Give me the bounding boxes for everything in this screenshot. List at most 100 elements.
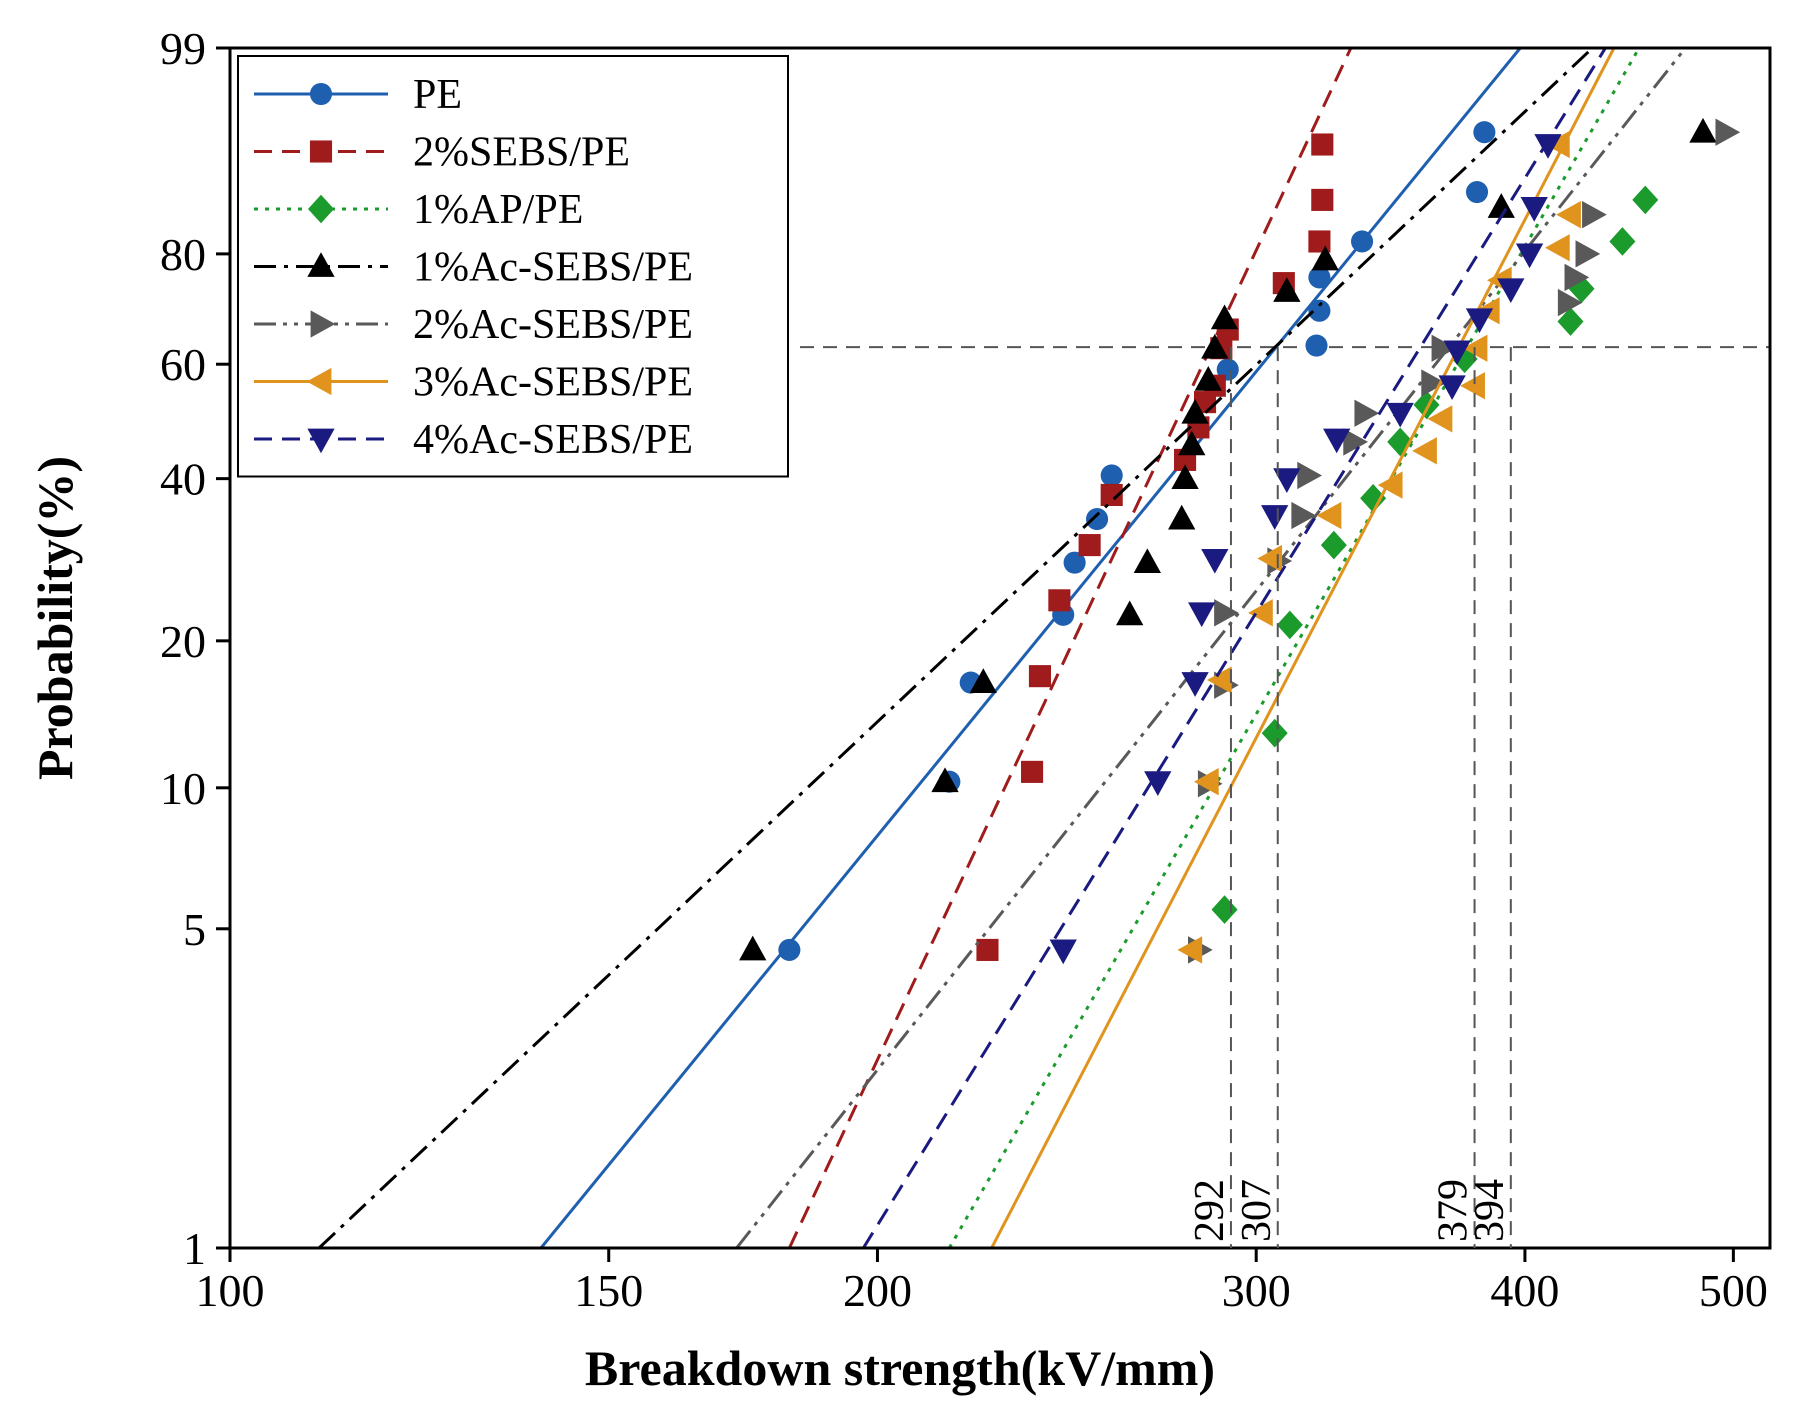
data-point [1438, 375, 1466, 401]
data-point [931, 767, 959, 793]
legend-marker [309, 82, 333, 106]
series-2%SEBS/PE [788, 48, 1353, 1248]
data-point [1421, 369, 1446, 397]
data-point [1351, 230, 1374, 253]
data-point [1305, 334, 1328, 357]
x-tick-label: 400 [1490, 1265, 1559, 1316]
data-point [1308, 299, 1331, 322]
fit-line [788, 48, 1353, 1248]
data-point [1556, 201, 1581, 229]
data-point [1276, 610, 1303, 640]
data-point [1248, 599, 1273, 627]
data-point [1715, 118, 1741, 146]
y-axis-title: Probability(%) [27, 456, 83, 780]
annotation-label: 379 [1431, 1179, 1477, 1242]
data-point [1188, 602, 1216, 628]
fit-line [990, 48, 1616, 1248]
data-point [1144, 771, 1172, 796]
data-point [1343, 428, 1368, 456]
data-point [1261, 505, 1289, 530]
y-tick-label: 1 [183, 1223, 206, 1274]
data-point [1320, 530, 1347, 560]
data-point [1632, 185, 1659, 215]
x-tick-label: 200 [843, 1265, 912, 1316]
data-point [1100, 464, 1123, 487]
data-point [1431, 334, 1457, 362]
data-point [1168, 504, 1196, 530]
data-point [1211, 895, 1238, 924]
data-point [1116, 600, 1144, 626]
x-tick-label: 100 [196, 1265, 265, 1316]
data-point [1427, 405, 1453, 433]
data-point [1048, 589, 1071, 612]
series-layer [317, 48, 1741, 1248]
data-point [1261, 718, 1288, 748]
data-point [1377, 471, 1403, 499]
data-point [1354, 399, 1380, 427]
data-point [1177, 936, 1203, 964]
data-point [1487, 193, 1515, 218]
data-point [1545, 130, 1570, 159]
legend-marker [307, 428, 335, 454]
legend-marker [309, 140, 333, 163]
data-point [1497, 278, 1525, 304]
data-point [1689, 117, 1717, 143]
legend-entry: 4%Ac-SEBS/PE [254, 417, 693, 463]
data-point [1194, 366, 1222, 391]
data-point [1412, 437, 1437, 465]
data-point [1582, 201, 1607, 229]
data-point [1063, 551, 1086, 574]
data-point [1207, 666, 1232, 694]
data-point [739, 935, 767, 961]
annotation-label: 307 [1234, 1179, 1280, 1242]
y-tick-label: 40 [160, 454, 206, 505]
annotation-label: 394 [1467, 1179, 1513, 1242]
data-point [1100, 483, 1123, 507]
legend-label: 4%Ac-SEBS/PE [413, 417, 693, 463]
data-point [1311, 133, 1334, 156]
y-tick-label: 20 [160, 616, 206, 667]
data-point [969, 668, 997, 693]
data-point [1545, 234, 1570, 262]
data-point [1028, 665, 1052, 688]
series-1%Ac-SEBS/PE [317, 48, 1717, 1248]
series-3%Ac-SEBS/PE [990, 48, 1616, 1248]
y-tick-label: 10 [160, 763, 206, 814]
annotation-label: 292 [1187, 1179, 1233, 1242]
data-point [1311, 245, 1339, 271]
data-point [1181, 398, 1209, 424]
plot-frame [228, 46, 1772, 1250]
series-4%Ac-SEBS/PE [862, 48, 1607, 1248]
fit-line [735, 48, 1687, 1248]
legend-marker [307, 252, 335, 277]
data-point [1133, 548, 1162, 574]
x-axis-title: Breakdown strength(kV/mm) [585, 1340, 1215, 1396]
data-point [1534, 134, 1562, 159]
fit-line [948, 48, 1641, 1248]
legend-entry: 3%Ac-SEBS/PE [254, 360, 693, 406]
data-point [1273, 468, 1301, 493]
legend-label: 2%Ac-SEBS/PE [413, 302, 693, 348]
y-tick-label: 60 [160, 339, 206, 390]
plot-area: 100 150 200 300 400 500 1 5 10 20 40 60 80 99 292 307 3… [160, 23, 1772, 1316]
data-point [1557, 307, 1584, 336]
data-point [976, 938, 999, 961]
legend-entry: 1%AP/PE [254, 187, 583, 233]
axis-ticks: 100 150 200 300 400 500 1 5 10 20 40 60 80 99 [160, 23, 1768, 1316]
y-tick-label: 5 [183, 904, 206, 955]
legend-entry: 2%Ac-SEBS/PE [254, 302, 693, 348]
legend-marker [308, 194, 334, 224]
data-point [1413, 390, 1440, 420]
legend-marker [310, 310, 336, 338]
data-point [1465, 180, 1489, 204]
data-point [1564, 263, 1590, 292]
data-point [1291, 501, 1317, 530]
legend: PE 2%SEBS/PE 1%AP/PE 1%Ac-SEBS/PE 2%Ac-SEBS/… [237, 55, 789, 478]
legend-entry: 2%SEBS/PE [254, 130, 630, 176]
data-point [1021, 760, 1044, 783]
data-point [1273, 277, 1301, 302]
data-point [1465, 308, 1494, 334]
legend-entry: 1%Ac-SEBS/PE [254, 245, 693, 291]
